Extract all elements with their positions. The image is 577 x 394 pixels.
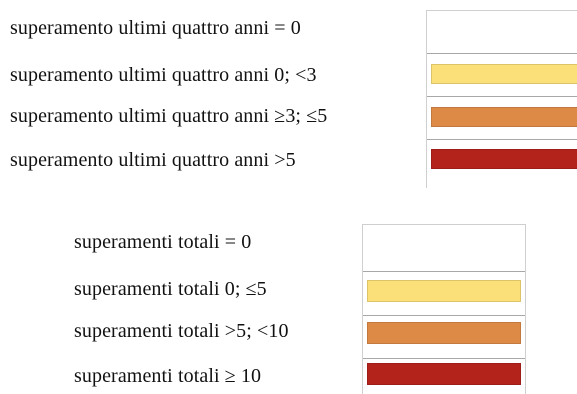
legend-top-swatch-panel bbox=[426, 10, 577, 188]
legend-bottom-label-4: superamenti totali ≥ 10 bbox=[74, 365, 262, 387]
legend-top-separator-2 bbox=[427, 96, 577, 97]
legend-bottom-label-3: superamenti totali >5; <10 bbox=[74, 320, 289, 342]
legend-top-label-2: superamento ultimi quattro anni 0; <3 bbox=[10, 64, 317, 86]
legend-top-label-4: superamento ultimi quattro anni >5 bbox=[10, 149, 296, 171]
legend-bottom-swatch-2 bbox=[367, 280, 521, 302]
legend-top-swatch-3 bbox=[431, 107, 577, 127]
legend-top-swatch-4 bbox=[431, 149, 577, 169]
legend-top-separator-1 bbox=[427, 53, 577, 54]
legend-bottom-swatch-4 bbox=[367, 363, 521, 385]
legend-bottom-separator-1 bbox=[363, 271, 525, 272]
legend-top-label-1: superamento ultimi quattro anni = 0 bbox=[10, 17, 301, 39]
legend-top-swatch-2 bbox=[431, 64, 577, 84]
legend-bottom-separator-2 bbox=[363, 315, 525, 316]
legend-bottom-separator-3 bbox=[363, 358, 525, 359]
legend-bottom-label-2: superamenti totali 0; ≤5 bbox=[74, 278, 267, 300]
legend-bottom-swatch-3 bbox=[367, 322, 521, 344]
legend-top-separator-3 bbox=[427, 139, 577, 140]
legend-bottom-swatch-panel bbox=[362, 224, 526, 394]
legend-top-label-3: superamento ultimi quattro anni ≥3; ≤5 bbox=[10, 105, 328, 127]
legend-bottom-label-1: superamenti totali = 0 bbox=[74, 231, 252, 253]
